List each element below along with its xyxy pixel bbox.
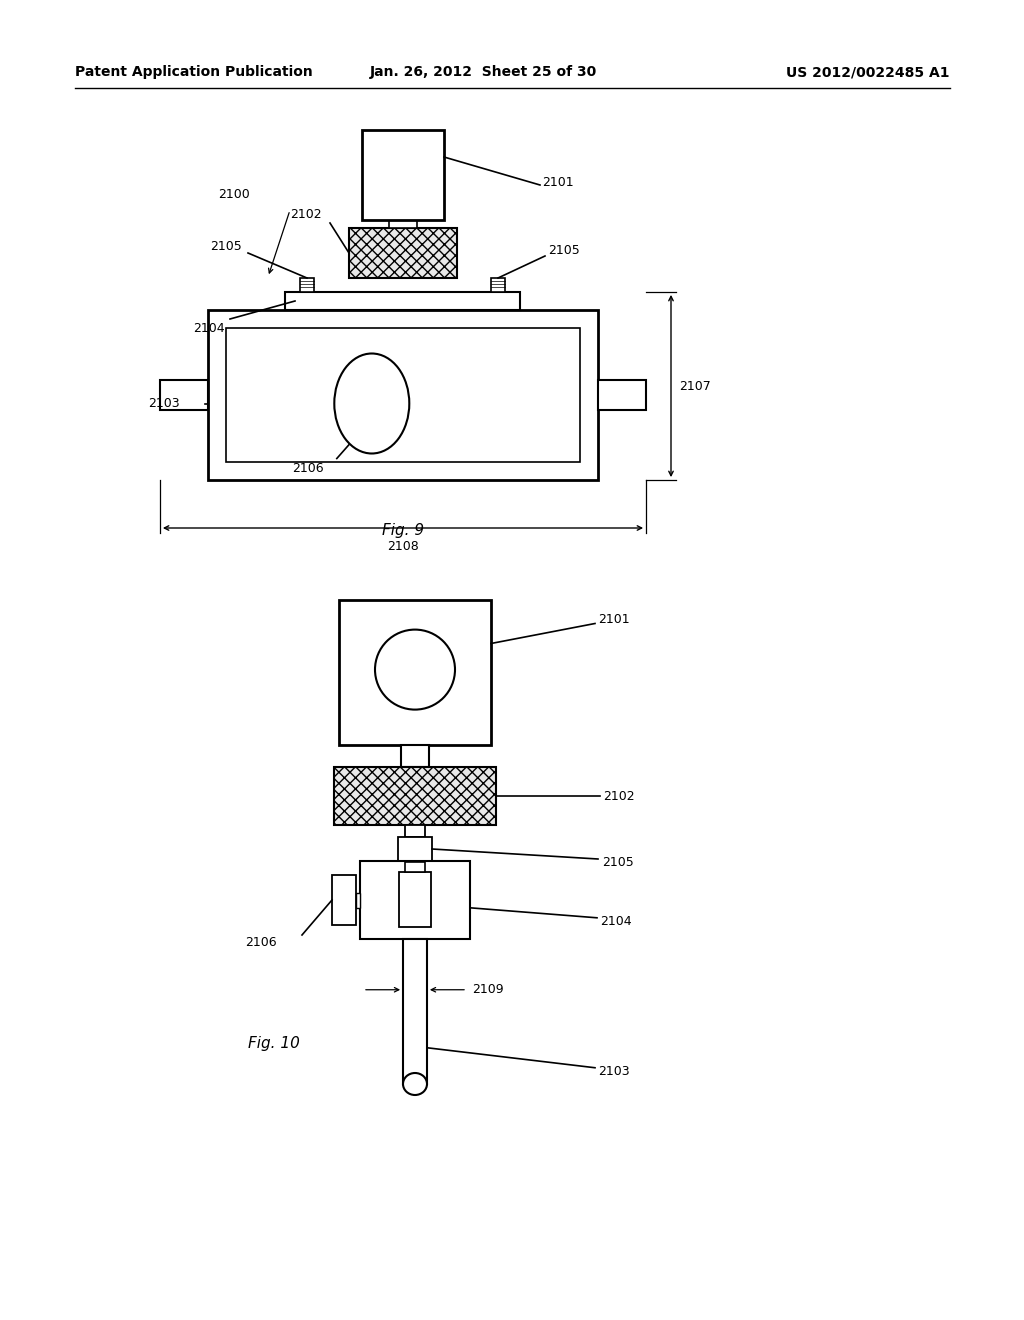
Ellipse shape	[403, 1073, 427, 1096]
Text: 2105: 2105	[210, 239, 242, 252]
Text: 2105: 2105	[602, 857, 634, 870]
Text: 2101: 2101	[598, 612, 630, 626]
Text: 2103: 2103	[598, 1065, 630, 1078]
Text: 2104: 2104	[193, 322, 224, 335]
Bar	[490, 279, 505, 292]
Text: Patent Application Publication: Patent Application Publication	[75, 65, 312, 79]
Text: Fig. 9: Fig. 9	[382, 523, 424, 537]
Ellipse shape	[375, 630, 455, 710]
Text: 2102: 2102	[290, 209, 322, 222]
Text: 2104: 2104	[600, 915, 632, 928]
Bar	[362, 129, 444, 220]
Bar	[398, 837, 432, 861]
Text: 2109: 2109	[472, 983, 504, 997]
Bar	[399, 873, 431, 927]
Text: Fig. 10: Fig. 10	[248, 1036, 300, 1051]
Text: 2100: 2100	[218, 189, 250, 202]
Text: 2106: 2106	[292, 462, 324, 475]
Bar	[360, 861, 470, 939]
Bar	[226, 327, 580, 462]
Bar	[403, 939, 427, 1084]
Bar	[300, 279, 314, 292]
Text: US 2012/0022485 A1: US 2012/0022485 A1	[786, 65, 950, 79]
Bar	[406, 825, 425, 837]
Bar	[401, 744, 429, 767]
Bar	[332, 875, 356, 925]
Ellipse shape	[334, 354, 410, 454]
Bar	[285, 292, 520, 310]
Bar	[160, 380, 208, 411]
Text: 2106: 2106	[245, 936, 276, 949]
Text: 2108: 2108	[387, 540, 419, 553]
Text: 2103: 2103	[148, 397, 179, 411]
Bar	[208, 310, 598, 480]
Bar	[349, 228, 457, 279]
Bar	[406, 862, 425, 873]
Bar	[339, 601, 490, 744]
Bar	[334, 767, 496, 825]
Bar	[356, 892, 360, 908]
Text: 2105: 2105	[548, 243, 580, 256]
Text: 2102: 2102	[603, 789, 635, 803]
Bar	[598, 380, 646, 411]
Bar	[389, 220, 417, 228]
Text: 2101: 2101	[542, 177, 573, 190]
Text: 2107: 2107	[679, 380, 711, 392]
Text: Jan. 26, 2012  Sheet 25 of 30: Jan. 26, 2012 Sheet 25 of 30	[370, 65, 597, 79]
